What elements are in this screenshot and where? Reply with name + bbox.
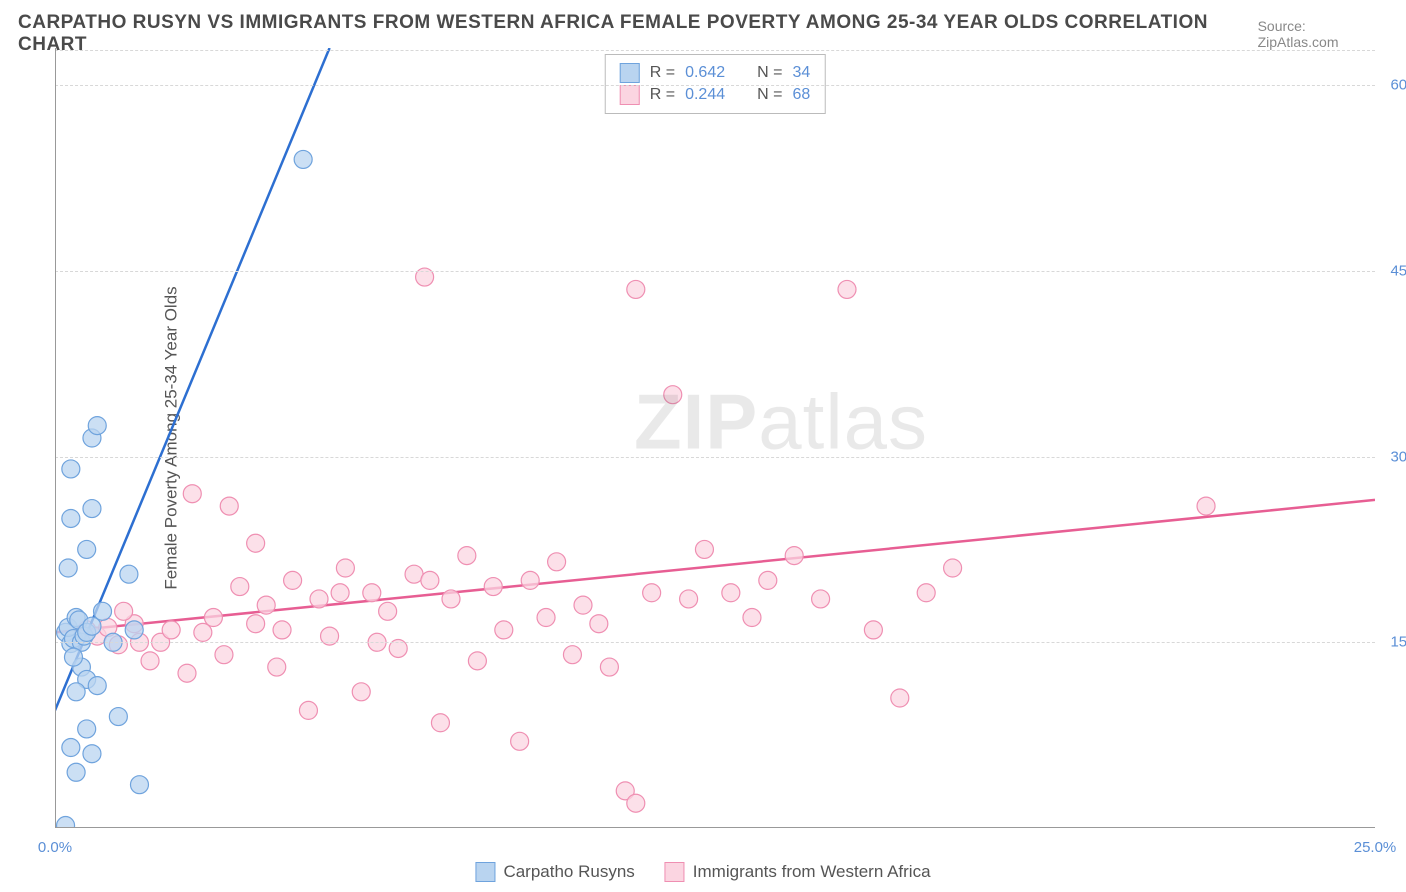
stats-legend: R = 0.642 N = 34 R = 0.244 N = 68 bbox=[605, 54, 826, 114]
n-value-1: 34 bbox=[792, 64, 810, 82]
source-attribution: Source: ZipAtlas.com bbox=[1258, 18, 1388, 50]
y-tick-label: 60.0% bbox=[1390, 77, 1406, 94]
gridline bbox=[55, 85, 1375, 86]
y-tick-label: 30.0% bbox=[1390, 448, 1406, 465]
legend-item-2: Immigrants from Western Africa bbox=[665, 862, 931, 882]
r-value-2: 0.244 bbox=[685, 86, 725, 104]
x-axis-line bbox=[55, 827, 1375, 828]
stats-row-series-2: R = 0.244 N = 68 bbox=[620, 85, 811, 105]
gridline bbox=[55, 50, 1375, 51]
swatch-icon bbox=[620, 85, 640, 105]
x-tick-label: 0.0% bbox=[38, 839, 72, 856]
y-tick-label: 45.0% bbox=[1390, 262, 1406, 279]
legend-label-1: Carpatho Rusyns bbox=[503, 862, 634, 882]
n-value-2: 68 bbox=[792, 86, 810, 104]
gridline bbox=[55, 271, 1375, 272]
bottom-legend: Carpatho Rusyns Immigrants from Western … bbox=[475, 862, 930, 882]
swatch-icon bbox=[665, 862, 685, 882]
y-tick-label: 15.0% bbox=[1390, 634, 1406, 651]
gridline bbox=[55, 642, 1375, 643]
scatter-plot bbox=[55, 48, 1375, 828]
legend-label-2: Immigrants from Western Africa bbox=[693, 862, 931, 882]
r-value-1: 0.642 bbox=[685, 64, 725, 82]
stats-row-series-1: R = 0.642 N = 34 bbox=[620, 63, 811, 83]
r-label: R = bbox=[650, 64, 675, 82]
gridline bbox=[55, 457, 1375, 458]
r-label: R = bbox=[650, 86, 675, 104]
y-axis-line bbox=[55, 48, 56, 828]
swatch-icon bbox=[620, 63, 640, 83]
swatch-icon bbox=[475, 862, 495, 882]
legend-item-1: Carpatho Rusyns bbox=[475, 862, 634, 882]
x-tick-label: 25.0% bbox=[1354, 839, 1397, 856]
chart-area: Female Poverty Among 25-34 Year Olds ZIP… bbox=[55, 48, 1375, 828]
n-label: N = bbox=[757, 86, 782, 104]
n-label: N = bbox=[757, 64, 782, 82]
